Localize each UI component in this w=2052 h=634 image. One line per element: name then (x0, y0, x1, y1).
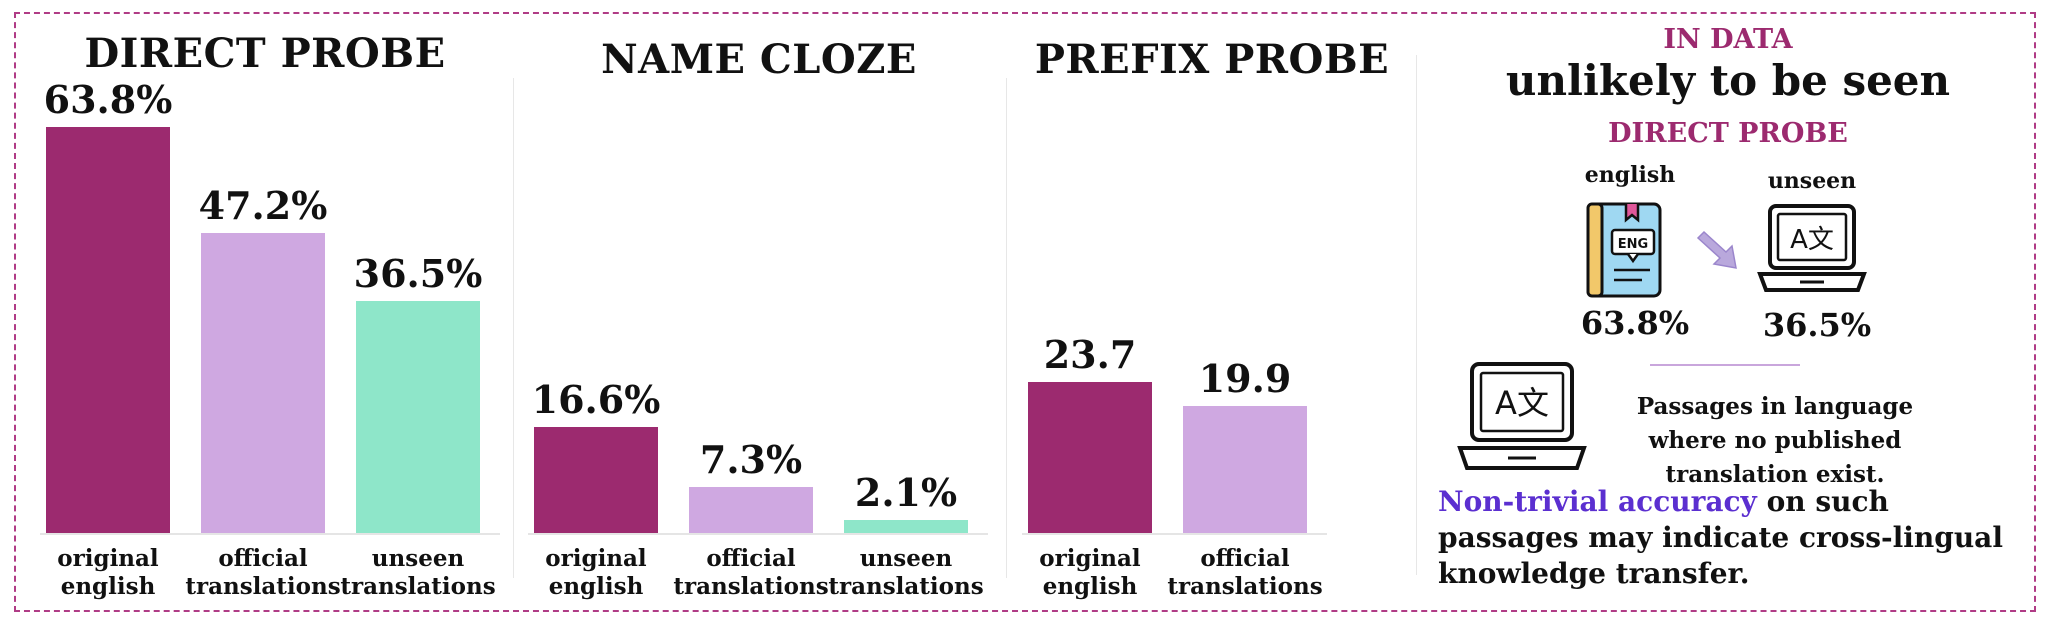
bar-value-label: 23.7 (1043, 332, 1137, 377)
bar-value-label: 63.8% (43, 77, 173, 122)
category-label-line: english (548, 573, 644, 600)
bar (689, 487, 813, 533)
category-label-line: translations (1167, 573, 1323, 600)
english-label: english (1584, 162, 1676, 188)
category-label: official translations (669, 545, 833, 601)
panel-divider (1006, 78, 1007, 578)
bar (844, 520, 968, 533)
info-panel: IN DATA unlikely to be seen DIRECT PROBE… (1420, 0, 2036, 634)
category-label: original english (1008, 545, 1172, 601)
unlikely-heading: unlikely to be seen (1505, 56, 1951, 105)
panel-divider (1416, 55, 1417, 575)
bar-value-label: 47.2% (198, 183, 328, 228)
category-label-line: original (57, 545, 159, 572)
chart-title: DIRECT PROBE (84, 30, 446, 77)
in-data-heading: IN DATA (1663, 24, 1793, 55)
bar (1028, 382, 1152, 533)
bar (534, 427, 658, 533)
bar (356, 301, 480, 533)
category-label: unseen translations (824, 545, 988, 601)
x-axis-baseline (528, 533, 988, 535)
category-label-line: english (60, 573, 156, 600)
direct-probe-subheading: DIRECT PROBE (1608, 118, 1848, 149)
category-label: unseen translations (336, 545, 500, 601)
category-label-line: official (1200, 545, 1290, 572)
category-label-line: translations (673, 573, 829, 600)
translate-glyph: A文 (1495, 384, 1549, 422)
conclusion-rest: on such passages may indicate cross-ling… (1438, 485, 2003, 590)
english-value: 63.8% (1580, 304, 1690, 342)
arrow-icon (1696, 230, 1737, 269)
category-label: original english (26, 545, 190, 601)
category-label-line: official (706, 545, 796, 572)
chart-title: NAME CLOZE (601, 36, 917, 83)
category-label-line: unseen (859, 545, 953, 572)
bar-value-label: 19.9 (1198, 356, 1292, 401)
category-label-line: translations (828, 573, 984, 600)
unseen-label: unseen (1767, 168, 1857, 194)
figure-frame (14, 12, 2036, 612)
bar (201, 233, 325, 533)
x-axis-baseline (40, 533, 500, 535)
category-label-line: translations (185, 573, 341, 600)
translate-glyph: A文 (1790, 225, 1834, 255)
name-cloze-chart: NAME CLOZE 16.6% original english 7.3% offic… (518, 0, 1000, 634)
x-axis-baseline (1022, 533, 1327, 535)
bar-value-label: 7.3% (699, 437, 803, 482)
category-label-line: original (545, 545, 647, 572)
passages-description: Passages in language where no published … (1636, 393, 1914, 488)
category-label-line: translations (340, 573, 496, 600)
bar-value-label: 2.1% (854, 470, 958, 515)
book-icon: ENG (1586, 202, 1662, 298)
bar-value-label: 16.6% (531, 377, 661, 422)
category-label: official translations (181, 545, 345, 601)
bar-value-label: 36.5% (353, 251, 483, 296)
laptop-translate-icon: A文 (1457, 362, 1587, 470)
bar (1183, 406, 1307, 533)
category-label-line: official (218, 545, 308, 572)
conclusion-highlight: Non-trivial accuracy (1438, 485, 1757, 518)
category-label-line: english (1042, 573, 1138, 600)
category-label: official translations (1163, 545, 1327, 601)
eng-badge-text: ENG (1618, 237, 1648, 252)
unseen-value: 36.5% (1762, 306, 1872, 344)
prefix-probe-chart: PREFIX PROBE 23.7 original english 19.9 offi… (1012, 0, 1412, 634)
category-label: original english (514, 545, 678, 601)
chart-title: PREFIX PROBE (1034, 36, 1390, 83)
category-label-line: original (1039, 545, 1141, 572)
bar (46, 127, 170, 533)
conclusion-text: Non-trivial accuracy on such passages ma… (1438, 484, 2018, 592)
panel-divider (513, 78, 514, 578)
laptop-translate-icon: A文 (1757, 204, 1867, 292)
direct-probe-chart: DIRECT PROBE 63.8% original english 47.2% of… (30, 0, 500, 634)
category-label-line: unseen (371, 545, 465, 572)
divider-line (1650, 364, 1800, 366)
